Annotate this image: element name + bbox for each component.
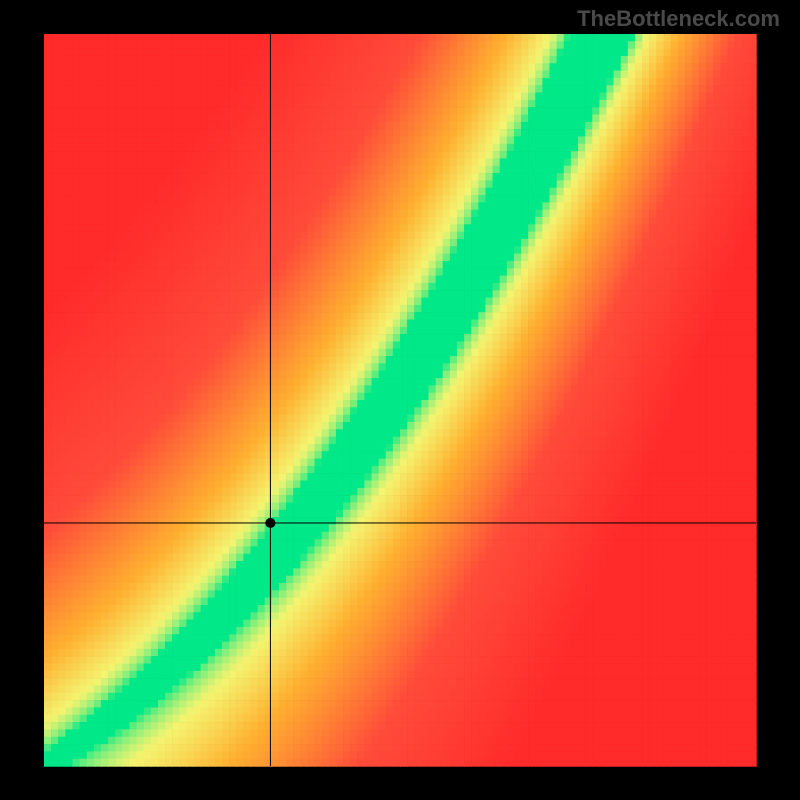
chart-container: TheBottleneck.com — [0, 0, 800, 800]
watermark-text: TheBottleneck.com — [577, 6, 780, 32]
heatmap-canvas — [0, 0, 800, 800]
